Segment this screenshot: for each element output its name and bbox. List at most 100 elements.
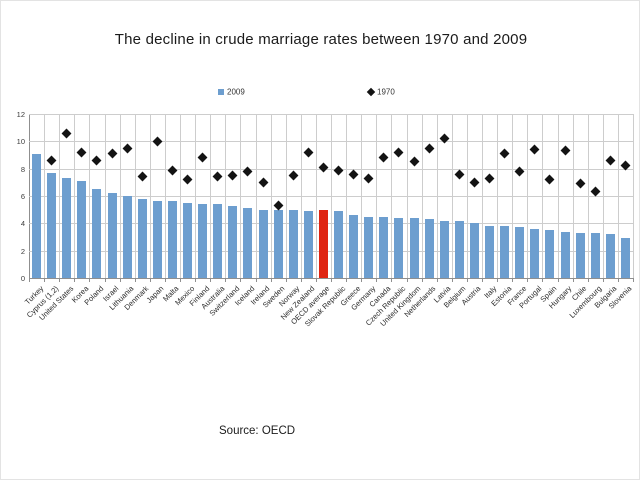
gridline-vertical — [271, 114, 272, 278]
marker-1970-diamond — [363, 173, 374, 184]
marker-1970-diamond — [152, 136, 163, 147]
bar-2009 — [183, 202, 193, 278]
x-axis-tick — [482, 279, 483, 282]
gridline-vertical — [59, 114, 60, 278]
marker-1970-diamond — [378, 152, 389, 163]
x-axis-tick — [59, 279, 60, 282]
marker-1970-diamond — [61, 128, 72, 139]
bar-2009 — [485, 226, 495, 278]
bar-2009 — [122, 196, 132, 278]
gridline-vertical — [467, 114, 468, 278]
gridline-vertical — [482, 114, 483, 278]
gridline-vertical — [180, 114, 181, 278]
marker-1970-diamond — [46, 155, 57, 166]
legend-item-1970: 1970 — [366, 87, 395, 99]
gridline-vertical — [497, 114, 498, 278]
legend-1970-diamond-icon — [366, 87, 376, 97]
marker-1970-diamond — [76, 147, 87, 158]
bar-2009 — [439, 220, 449, 278]
source-text: Source: OECD — [219, 425, 296, 437]
x-axis-tick — [346, 279, 347, 282]
gridline-vertical — [452, 114, 453, 278]
x-axis-tick — [150, 279, 151, 282]
marker-1970-diamond — [409, 156, 419, 167]
gridline-vertical — [437, 114, 438, 278]
plot-area: 0 2 4 6 8 10 12 Turkey Cyprus (1,2) United States… — [17, 110, 634, 328]
bar-2009 — [530, 228, 540, 278]
x-axis-tick — [135, 279, 136, 282]
marker-1970-diamond — [107, 148, 117, 159]
marker-1970-diamond — [137, 171, 148, 182]
marker-1970-diamond — [182, 174, 193, 185]
gridline-vertical — [588, 114, 589, 278]
bar-2009 — [454, 220, 464, 278]
gridline-vertical — [633, 114, 634, 278]
gridline-vertical — [512, 114, 513, 278]
x-axis-tick — [527, 279, 528, 282]
marker-1970-diamond — [288, 170, 299, 181]
gridline-vertical — [165, 114, 166, 278]
x-axis-tick — [331, 279, 332, 282]
bar-2009 — [107, 193, 117, 278]
gridline-vertical — [225, 114, 226, 278]
bar-2009 — [500, 226, 510, 278]
x-axis-tick — [240, 279, 241, 282]
x-axis-tick — [225, 279, 226, 282]
bar-2009 — [545, 230, 555, 278]
x-axis-tick — [573, 279, 574, 282]
x-axis-tick — [512, 279, 513, 282]
x-axis-tick — [105, 279, 106, 282]
marker-1970-diamond — [393, 147, 404, 158]
bar-2009 — [303, 211, 313, 278]
bar-2009 — [364, 216, 374, 278]
bar-2009 — [213, 204, 223, 278]
x-axis-tick — [391, 279, 392, 282]
bar-2009 — [379, 216, 389, 278]
bar-2009 — [515, 227, 525, 278]
x-axis-line — [29, 278, 634, 279]
marker-1970-diamond — [333, 165, 344, 175]
gridline-vertical — [89, 114, 90, 278]
bar-2009 — [424, 219, 434, 278]
x-axis-tick — [558, 279, 559, 282]
marker-1970-diamond — [303, 147, 314, 158]
gridline-vertical — [361, 114, 362, 278]
bar-2009 — [198, 204, 208, 278]
x-axis-tick — [603, 279, 604, 282]
marker-1970-diamond — [227, 170, 238, 181]
bar-2009 — [273, 209, 283, 278]
bar-2009 — [258, 209, 268, 278]
bar-2009 — [590, 232, 600, 278]
gridline-vertical — [44, 114, 45, 278]
bar-2009 — [575, 232, 585, 278]
gridline-vertical — [542, 114, 543, 278]
x-axis-tick — [29, 279, 30, 282]
marker-1970-diamond — [469, 177, 480, 188]
bar-2009 — [92, 189, 102, 278]
gridline-vertical — [210, 114, 211, 278]
gridline-vertical — [120, 114, 121, 278]
gridline-vertical — [346, 114, 347, 278]
marker-1970-diamond — [605, 155, 616, 166]
gridline-vertical — [240, 114, 241, 278]
bar-2009 — [394, 217, 404, 278]
marker-1970-diamond — [424, 143, 435, 154]
gridline-vertical — [527, 114, 528, 278]
bar-2009 — [152, 201, 162, 278]
bar-2009 — [77, 180, 87, 278]
y-tick-label: 6 — [20, 192, 25, 201]
marker-1970-diamond — [454, 169, 465, 180]
gridline-vertical — [391, 114, 392, 278]
x-axis-tick — [618, 279, 619, 282]
bar-2009 — [349, 215, 359, 278]
marker-1970-diamond — [197, 152, 208, 163]
marker-1970-diamond — [544, 174, 555, 185]
bar-2009 — [605, 234, 615, 278]
bar-2009 — [243, 208, 253, 278]
x-axis-tick — [195, 279, 196, 282]
bar-2009 — [469, 223, 479, 278]
y-tick-label: 0 — [20, 274, 25, 283]
bar-2009-highlight — [318, 209, 328, 278]
marker-1970-diamond — [91, 155, 102, 166]
